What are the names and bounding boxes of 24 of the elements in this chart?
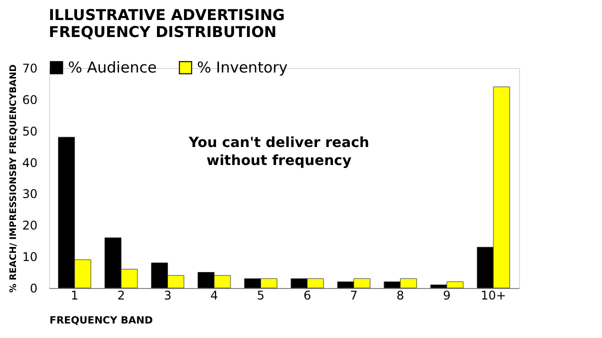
y-tick-label: 0 bbox=[30, 282, 38, 296]
y-tick-label: 70 bbox=[22, 62, 38, 76]
x-tick-label: 5 bbox=[256, 288, 265, 302]
y-axis-title: % REACH/ IMPRESSIONSBY FREQUENCYBAND bbox=[9, 64, 20, 293]
x-tick-label: 4 bbox=[210, 288, 218, 302]
x-tick-label: 1 bbox=[70, 288, 78, 302]
y-tick-label: 60 bbox=[22, 92, 38, 107]
legend-label: % Inventory bbox=[197, 58, 288, 77]
x-tick-label: 2 bbox=[117, 288, 125, 302]
x-tick-label: 7 bbox=[350, 288, 358, 302]
x-tick-label: 3 bbox=[164, 288, 172, 302]
y-tick-label: 50 bbox=[22, 124, 38, 138]
y-tick-label: 30 bbox=[22, 187, 38, 202]
y-tick-label: 40 bbox=[22, 156, 38, 170]
x-axis-title: FREQUENCY BAND bbox=[50, 316, 153, 326]
x-tick-label: 10+ bbox=[480, 288, 506, 302]
y-tick-label: 10 bbox=[22, 250, 38, 264]
annotation: You can't deliver reach without frequency bbox=[188, 135, 370, 169]
y-tick-label: 20 bbox=[22, 218, 38, 233]
chart-title: ILLUSTRATIVE ADVERTISING FREQUENCY DISTRIBUTION bbox=[48, 6, 285, 41]
x-tick-label: 9 bbox=[443, 288, 451, 302]
x-tick-label: 8 bbox=[396, 288, 404, 302]
x-tick-label: 6 bbox=[303, 288, 312, 302]
legend-label: % Audience bbox=[68, 58, 157, 77]
